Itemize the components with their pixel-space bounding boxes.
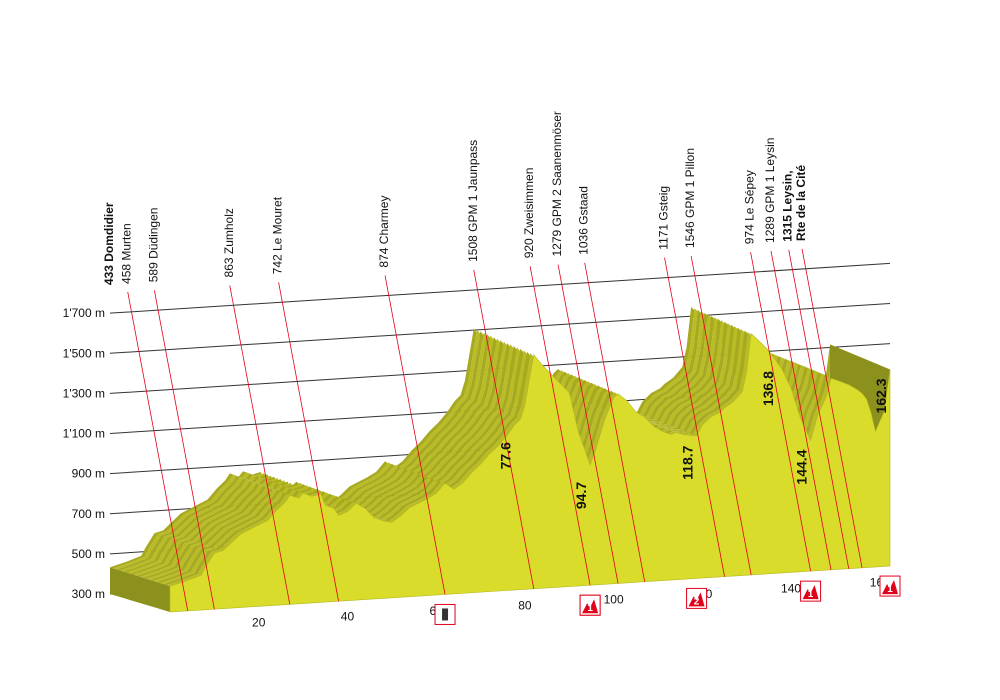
elevation-axis: 300 m 500 m 700 m 900 m 1'100 m 1'300 m 1'500 … <box>63 306 105 601</box>
climb-category: 1 <box>587 603 593 614</box>
relief-top <box>133 317 857 576</box>
waypoint-label: 458 Murten <box>120 223 134 284</box>
waypoint-label: 1279 GPM 2 Saanenmöser <box>550 111 564 256</box>
elevation-tick-label: 300 m <box>72 587 105 601</box>
markers: 1 2 1 1 <box>434 575 901 625</box>
relief-top <box>113 308 837 570</box>
elevation-tick-label: 700 m <box>72 507 105 521</box>
relief-top <box>140 320 864 578</box>
elevation-tick-label: 1'500 m <box>63 346 105 360</box>
km-labels: 77.6 94.7 118.7 136.8 144.4 162.3 <box>497 371 889 509</box>
climb-category: 2 <box>694 596 700 607</box>
grid-line <box>109 303 891 354</box>
distance-tick-label: 140 <box>781 581 801 595</box>
waypoint-line <box>557 264 619 584</box>
waypoint-label: 1171 Gsteig <box>657 186 671 250</box>
waypoint-label: 874 Charmey <box>377 196 391 268</box>
relief-top <box>120 311 844 572</box>
relief-side-left <box>110 567 170 612</box>
climb-category: 1 <box>887 584 893 595</box>
elevation-tick-label: 500 m <box>72 547 105 561</box>
waypoint-line <box>750 252 811 572</box>
waypoint-label: 1289 GPM 1 Leysin <box>763 138 777 243</box>
waypoint-label: 742 Le Mouret <box>271 196 285 274</box>
relief-top <box>110 307 834 569</box>
relief-top <box>126 314 850 574</box>
relief-top <box>166 332 890 587</box>
distance-tick-label: 20 <box>252 615 266 629</box>
distance-tick-label: 40 <box>341 610 355 624</box>
waypoint-label: 589 Düdingen <box>146 208 160 283</box>
waypoint-label: 974 Le Sépey <box>743 170 757 244</box>
waypoint-line <box>529 266 591 586</box>
elevation-tick-label: 1'300 m <box>63 386 105 400</box>
bottle-marker <box>434 603 456 625</box>
distance-tick-label: 100 <box>604 593 624 607</box>
relief-top <box>123 312 847 573</box>
relief-top <box>150 324 874 581</box>
waypoint-line <box>788 249 850 569</box>
km-label: 162.3 <box>873 378 889 413</box>
elevation-tick-label: 1'700 m <box>63 306 105 320</box>
relief-top <box>160 329 884 585</box>
relief-top <box>146 323 870 580</box>
waypoint-line <box>229 285 291 605</box>
waypoint-line <box>473 269 535 589</box>
km-label: 94.7 <box>573 482 589 509</box>
waypoint-label: Rte de la Cité <box>794 165 808 241</box>
waypoint-label: 863 Zumholz <box>222 208 236 277</box>
waypoint-line <box>664 257 725 577</box>
relief-top <box>116 309 840 571</box>
waypoint-line <box>584 262 646 582</box>
relief-top <box>153 326 877 582</box>
km-label: 118.7 <box>680 445 696 479</box>
climb-marker: 2 <box>686 587 708 609</box>
climb-marker: 1 <box>579 594 601 616</box>
waypoint-line <box>278 282 339 602</box>
climb-marker: 1 <box>879 575 901 597</box>
waypoint-label: 1546 GPM 1 Pillon <box>683 148 697 248</box>
km-label: 77.6 <box>497 442 513 469</box>
waypoint-line <box>770 250 832 570</box>
waypoint-label: 920 Zweisimmen <box>522 168 536 259</box>
relief <box>110 307 891 613</box>
grid-line <box>109 262 891 314</box>
waypoint-label: 433 Domdidier <box>102 202 116 285</box>
climb-category: 1 <box>808 589 814 600</box>
distance-tick-label: 80 <box>518 598 532 612</box>
waypoint-label: 1315 Leysin, <box>781 170 795 241</box>
waypoint-label: 1508 GPM 1 Jaunpass <box>466 140 480 262</box>
waypoint-lines <box>127 248 863 611</box>
waypoint-line <box>384 275 446 595</box>
relief-top <box>143 321 867 579</box>
waypoint-line <box>153 290 215 610</box>
relief-top <box>156 327 880 584</box>
waypoint-labels: 433 Domdidier 458 Murten 589 Düdingen 863 Z… <box>102 111 808 285</box>
climb-marker: 1 <box>800 580 822 602</box>
elevation-tick-label: 1'100 m <box>63 427 105 441</box>
km-label: 136.8 <box>760 371 776 406</box>
relief-top <box>163 330 887 586</box>
waypoint-line <box>127 291 189 611</box>
relief-top <box>136 318 860 577</box>
elevation-tick-label: 900 m <box>72 467 105 481</box>
waypoint-line <box>801 248 863 568</box>
waypoint-label: 1036 Gstaad <box>577 186 591 255</box>
relief-top <box>130 315 854 575</box>
waypoint-line <box>690 255 752 575</box>
km-label: 144.4 <box>794 449 810 484</box>
